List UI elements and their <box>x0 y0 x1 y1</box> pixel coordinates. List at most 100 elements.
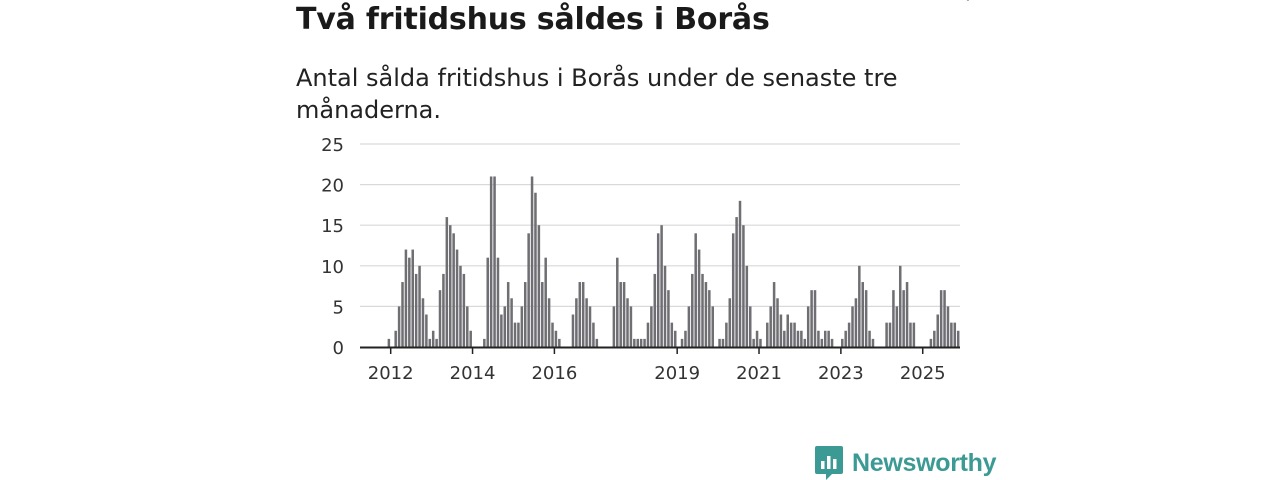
bar <box>537 225 541 347</box>
bar <box>414 273 418 347</box>
bar <box>803 338 807 347</box>
bar <box>718 338 721 347</box>
x-tick-label: 2021 <box>736 363 782 384</box>
bar <box>581 282 585 347</box>
bar <box>656 233 660 347</box>
bar <box>745 265 749 347</box>
bar <box>670 322 674 347</box>
bar <box>629 306 633 347</box>
bar <box>544 257 547 347</box>
bar <box>503 306 507 347</box>
bar <box>687 306 691 347</box>
bar <box>650 306 653 347</box>
y-tick-label: 25 <box>321 135 344 156</box>
bar <box>868 330 871 347</box>
bar <box>633 338 636 347</box>
bar <box>622 282 626 347</box>
bar <box>841 338 844 347</box>
bar <box>643 338 646 347</box>
bar <box>711 306 714 347</box>
bar <box>943 290 946 347</box>
bar <box>806 306 810 347</box>
bar <box>936 314 939 347</box>
bar <box>721 338 725 347</box>
bar <box>558 338 561 347</box>
bar <box>680 338 684 347</box>
bar <box>394 330 397 347</box>
bar <box>704 282 708 347</box>
bar <box>408 257 411 347</box>
bar <box>452 233 455 347</box>
bar <box>612 306 616 347</box>
bar <box>752 338 755 347</box>
bar <box>530 176 534 347</box>
x-tick-label: 2023 <box>818 363 864 384</box>
bar <box>571 314 575 347</box>
bar <box>813 290 817 347</box>
bar <box>800 330 803 347</box>
y-tick-label: 5 <box>333 297 344 318</box>
bar <box>438 290 442 347</box>
bar <box>898 265 902 347</box>
bar <box>691 273 694 347</box>
bar <box>431 330 435 347</box>
bar <box>520 306 524 347</box>
bar <box>493 176 496 347</box>
bar <box>827 330 830 347</box>
bar <box>510 298 513 347</box>
bar <box>864 290 868 347</box>
bar <box>486 257 489 347</box>
bar <box>547 298 551 347</box>
bar <box>578 282 582 347</box>
bar <box>909 322 912 347</box>
bar <box>411 249 414 347</box>
latest-value-label: 2 <box>968 0 979 5</box>
bar <box>953 322 957 347</box>
bar <box>766 322 769 347</box>
bar <box>404 249 408 347</box>
bar <box>418 265 421 347</box>
bar <box>445 217 449 347</box>
bar <box>619 282 622 347</box>
bar <box>738 200 742 347</box>
bar <box>929 338 933 347</box>
bar <box>554 330 558 347</box>
bar <box>902 290 905 347</box>
bar <box>667 290 670 347</box>
bar <box>673 330 677 347</box>
bar <box>435 338 438 347</box>
bar <box>950 322 953 347</box>
bar <box>575 298 578 347</box>
bar <box>851 306 854 347</box>
bar <box>459 265 462 347</box>
bar <box>772 282 776 347</box>
bar <box>469 330 472 347</box>
bar <box>725 322 728 347</box>
bar <box>694 233 697 347</box>
bar <box>793 322 796 347</box>
x-tick-label: 2012 <box>368 363 414 384</box>
bar <box>769 306 772 347</box>
bar <box>789 322 793 347</box>
chart-title: Två fritidshus såldes i Borås <box>296 2 770 37</box>
bar <box>660 225 663 347</box>
newsworthy-logo: Newsworthy <box>815 446 997 480</box>
bar <box>595 338 599 347</box>
bar <box>588 306 592 347</box>
bar <box>956 330 960 347</box>
bar <box>820 338 824 347</box>
bar <box>506 282 510 347</box>
annotations: 2 <box>966 0 979 5</box>
bar <box>697 249 701 347</box>
bar <box>905 282 909 347</box>
bar <box>428 338 432 347</box>
bar <box>759 338 762 347</box>
bar <box>776 298 779 347</box>
bar <box>847 322 851 347</box>
bar <box>748 306 752 347</box>
bar <box>885 322 888 347</box>
bar <box>500 314 503 347</box>
x-tick-label: 2019 <box>654 363 700 384</box>
bar <box>517 322 520 347</box>
